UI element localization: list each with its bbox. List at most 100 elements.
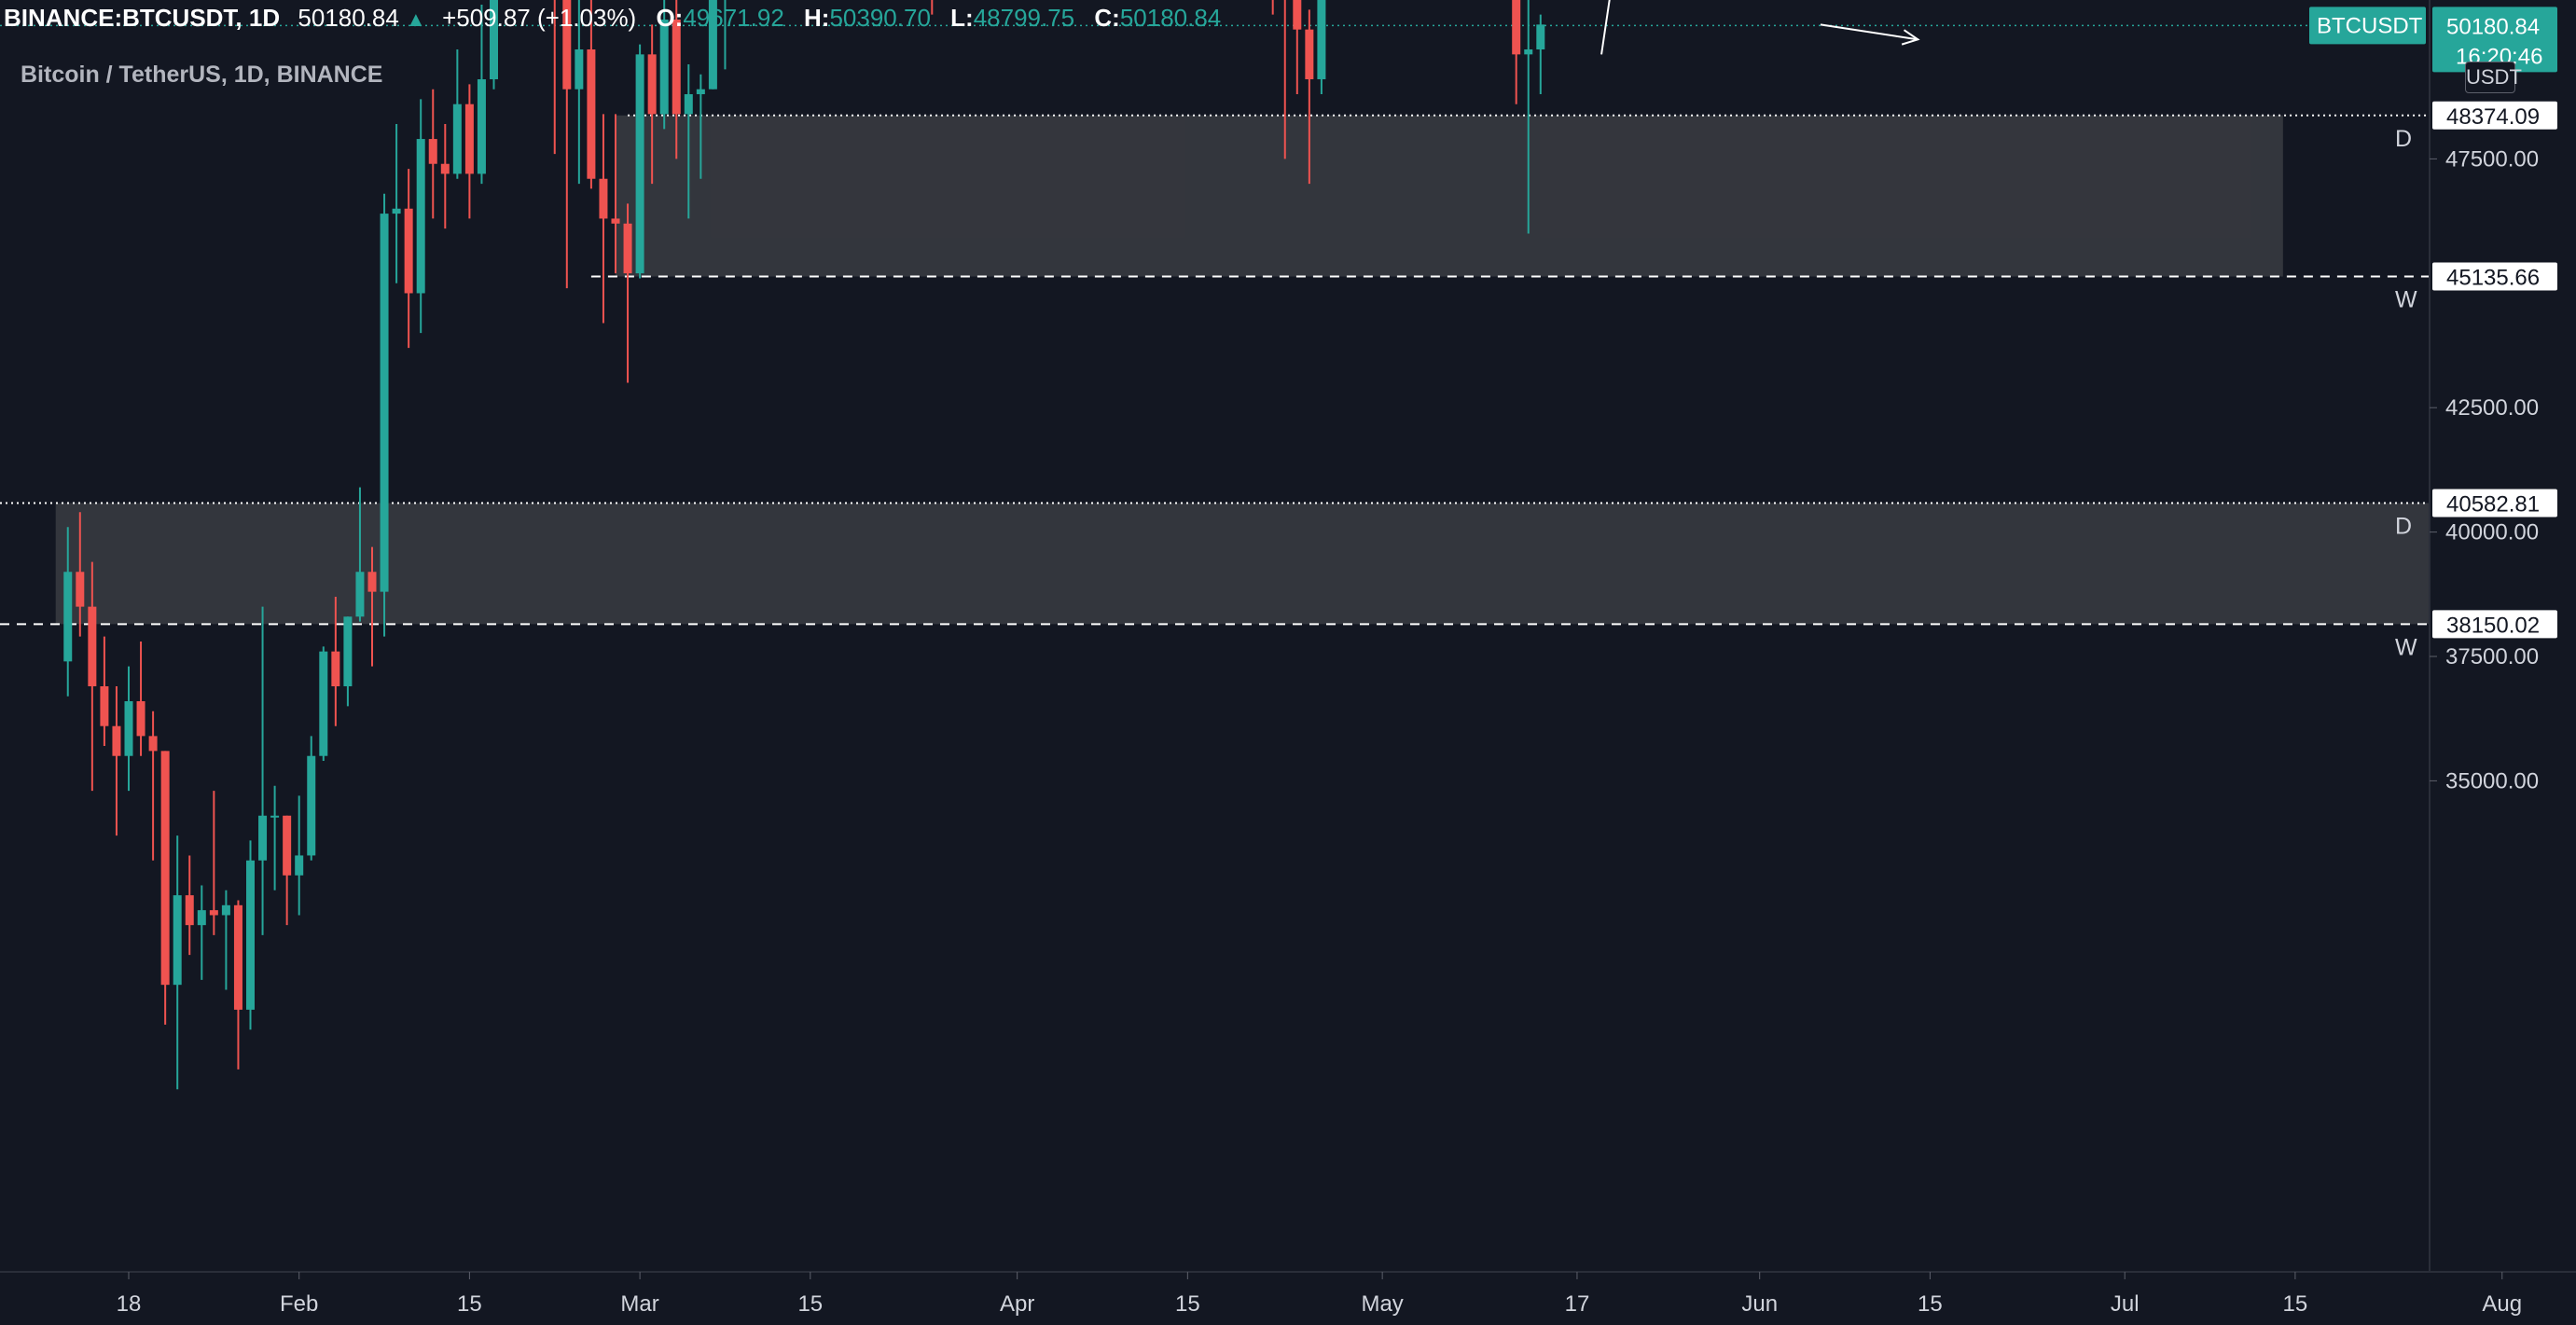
candle-body bbox=[209, 910, 218, 916]
candle-body bbox=[343, 616, 353, 687]
candle-body bbox=[696, 89, 705, 95]
x-tick-label: 17 bbox=[1565, 1291, 1590, 1317]
y-tick-label: 47500.00 bbox=[2445, 146, 2539, 172]
candle-body bbox=[464, 104, 474, 174]
close-value: 50180.84 bbox=[1119, 4, 1222, 32]
candle-body bbox=[331, 651, 340, 687]
high-value: 50390.70 bbox=[829, 4, 931, 32]
x-tick-label: 18 bbox=[117, 1291, 142, 1317]
candle-body bbox=[160, 751, 170, 986]
candle-body bbox=[63, 572, 73, 662]
candle-body bbox=[307, 755, 316, 856]
candle-body bbox=[611, 218, 620, 224]
price-axis-bg bbox=[2430, 0, 2576, 1320]
candle-body bbox=[258, 815, 268, 861]
candle-body bbox=[270, 815, 280, 818]
x-tick-label: 15 bbox=[797, 1291, 823, 1317]
sr-zone bbox=[616, 115, 2283, 277]
x-tick-label: Apr bbox=[1000, 1291, 1034, 1317]
candle-body bbox=[708, 0, 717, 90]
candle-body bbox=[672, 19, 681, 115]
candle-body bbox=[124, 701, 133, 756]
x-tick-label: 15 bbox=[457, 1291, 482, 1317]
level-label-box bbox=[2432, 262, 2557, 291]
chart-subtitle: Bitcoin / TetherUS, 1D, BINANCE bbox=[21, 62, 383, 88]
y-tick-label: 40000.00 bbox=[2445, 520, 2539, 545]
level-tag: D bbox=[2395, 514, 2412, 540]
candle-body bbox=[599, 178, 608, 219]
candle-body bbox=[1512, 0, 1521, 55]
candle-body bbox=[173, 895, 182, 986]
candle-body bbox=[221, 904, 230, 916]
high-label: H: bbox=[804, 4, 830, 32]
candle-body bbox=[416, 139, 425, 294]
candle-body bbox=[404, 208, 413, 294]
candle-body bbox=[112, 725, 121, 756]
symbol-price-tag-text: BTCUSDT bbox=[2317, 13, 2423, 38]
candle-body bbox=[380, 214, 389, 592]
candle-body bbox=[477, 79, 486, 174]
candle-body bbox=[1524, 49, 1533, 55]
time-axis-bg bbox=[0, 1272, 2576, 1320]
symbol-header: BINANCE:BTCUSDT, 1D 50180.84 ▲ +509.87 (… bbox=[0, 0, 1221, 35]
y-tick-label: 37500.00 bbox=[2445, 644, 2539, 669]
open-label: O: bbox=[656, 4, 684, 32]
candle-body bbox=[246, 860, 255, 1010]
low-value: 48799.75 bbox=[973, 4, 1075, 32]
candle-body bbox=[1536, 24, 1545, 50]
x-tick-label: 15 bbox=[1175, 1291, 1200, 1317]
candle-body bbox=[587, 49, 596, 179]
candle-body bbox=[1293, 0, 1302, 30]
candle-body bbox=[1317, 0, 1326, 80]
candle-body bbox=[148, 736, 158, 752]
level-label-box bbox=[2432, 610, 2557, 639]
candle-body bbox=[88, 606, 97, 687]
symbol-title[interactable]: BINANCE:BTCUSDT, 1D bbox=[4, 4, 281, 32]
x-tick-label: Feb bbox=[280, 1291, 318, 1317]
candle-body bbox=[659, 19, 669, 115]
candle-body bbox=[440, 163, 450, 174]
projection-arrow-line bbox=[1820, 23, 1918, 41]
candle-body bbox=[76, 572, 85, 607]
candle-body bbox=[490, 0, 498, 80]
close-label: C: bbox=[1094, 4, 1120, 32]
x-tick-label: Mar bbox=[620, 1291, 658, 1317]
level-label: 45135.66 bbox=[2446, 266, 2540, 291]
price-change: +509.87 (+1.03%) bbox=[442, 4, 637, 32]
candle-body bbox=[319, 651, 328, 756]
currency-button[interactable]: USDT bbox=[2465, 62, 2522, 93]
y-tick-label: 35000.00 bbox=[2445, 768, 2539, 794]
triangle-up-icon: ▲ bbox=[406, 7, 426, 31]
sr-zone bbox=[55, 503, 2431, 625]
level-tag: D bbox=[2395, 126, 2412, 152]
candle-body bbox=[647, 54, 657, 115]
level-tag: W bbox=[2395, 634, 2417, 660]
candle-body bbox=[295, 855, 304, 876]
candle-body bbox=[136, 701, 145, 737]
candle-body bbox=[392, 208, 401, 214]
last-price: 50180.84 bbox=[298, 4, 399, 32]
level-label: 38150.02 bbox=[2446, 613, 2540, 638]
x-tick-label: Aug bbox=[2482, 1291, 2522, 1317]
candle-body bbox=[1305, 29, 1314, 80]
candle-body bbox=[562, 0, 572, 90]
candle-body bbox=[452, 104, 462, 174]
candle-body bbox=[428, 139, 437, 164]
x-tick-label: Jun bbox=[1741, 1291, 1778, 1317]
candle-body bbox=[623, 223, 632, 274]
x-tick-label: 15 bbox=[2283, 1291, 2308, 1317]
candle-body bbox=[283, 815, 292, 876]
projection-arrow-line bbox=[1600, 0, 1611, 55]
candle-body bbox=[367, 572, 377, 592]
candle-body bbox=[355, 572, 365, 617]
arrow-head-icon bbox=[1901, 29, 1920, 46]
level-label-box bbox=[2432, 489, 2557, 518]
symbol-price-tag bbox=[2309, 7, 2426, 45]
level-tag: W bbox=[2395, 287, 2417, 313]
level-label-box bbox=[2432, 101, 2557, 130]
candle-body bbox=[197, 910, 206, 926]
open-value: 49671.92 bbox=[683, 4, 784, 32]
candle-body bbox=[635, 54, 644, 274]
